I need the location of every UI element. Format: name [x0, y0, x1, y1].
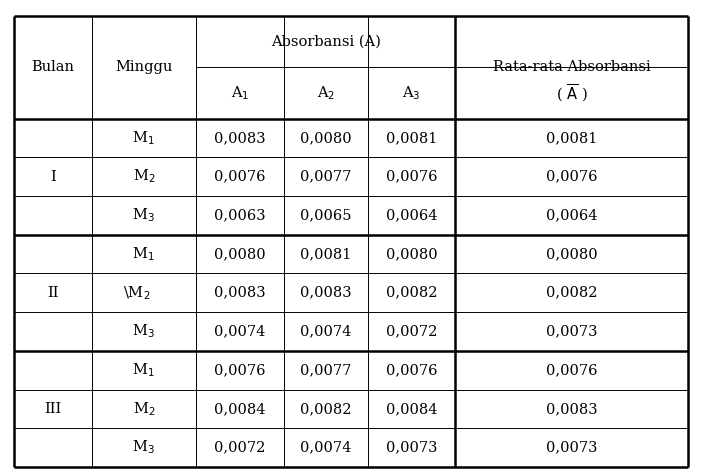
Text: 0,0083: 0,0083	[546, 402, 597, 416]
Text: M$_{1}$: M$_{1}$	[133, 129, 155, 147]
Text: 0,0081: 0,0081	[300, 247, 352, 261]
Text: I: I	[50, 170, 55, 183]
Text: M$_{1}$: M$_{1}$	[133, 361, 155, 379]
Text: 0,0074: 0,0074	[300, 324, 352, 338]
Text: 0,0064: 0,0064	[386, 208, 437, 222]
Text: 0,0076: 0,0076	[546, 363, 597, 377]
Text: 0,0081: 0,0081	[546, 131, 597, 145]
Text: \M$_2$: \M$_2$	[124, 284, 151, 301]
Text: 0,0082: 0,0082	[300, 402, 352, 416]
Text: 0,0065: 0,0065	[300, 208, 352, 222]
Text: 0,0073: 0,0073	[546, 324, 597, 338]
Text: 0,0080: 0,0080	[300, 131, 352, 145]
Text: 0,0076: 0,0076	[214, 363, 265, 377]
Text: 0,0076: 0,0076	[546, 170, 597, 183]
Text: 0,0073: 0,0073	[546, 440, 597, 455]
Text: 0,0082: 0,0082	[546, 286, 597, 300]
Text: 0,0077: 0,0077	[300, 363, 352, 377]
Text: A$_1$: A$_1$	[231, 84, 249, 102]
Text: 0,0076: 0,0076	[386, 170, 437, 183]
Text: Absorbansi (A): Absorbansi (A)	[271, 35, 380, 49]
Text: M$_{3}$: M$_{3}$	[133, 323, 155, 340]
Text: 0,0063: 0,0063	[214, 208, 265, 222]
Text: M$_{1}$: M$_{1}$	[133, 245, 155, 263]
Text: 0,0083: 0,0083	[300, 286, 352, 300]
Text: III: III	[44, 402, 61, 416]
Text: A$_2$: A$_2$	[317, 84, 335, 102]
Text: 0,0074: 0,0074	[300, 440, 352, 455]
Text: 0,0076: 0,0076	[386, 363, 437, 377]
Text: Minggu: Minggu	[115, 61, 173, 74]
Text: Bulan: Bulan	[32, 61, 74, 74]
Text: 0,0076: 0,0076	[214, 170, 265, 183]
Text: 0,0084: 0,0084	[214, 402, 265, 416]
Text: 0,0083: 0,0083	[214, 131, 265, 145]
Text: A$_3$: A$_3$	[402, 84, 421, 102]
Text: 0,0084: 0,0084	[386, 402, 437, 416]
Text: M$_{3}$: M$_{3}$	[133, 439, 155, 456]
Text: 0,0083: 0,0083	[214, 286, 265, 300]
Text: M$_{2}$: M$_{2}$	[133, 168, 155, 185]
Text: 0,0064: 0,0064	[546, 208, 597, 222]
Text: 0,0073: 0,0073	[386, 440, 437, 455]
Text: Rata-rata Absorbansi: Rata-rata Absorbansi	[493, 61, 651, 74]
Text: 0,0081: 0,0081	[386, 131, 437, 145]
Text: 0,0082: 0,0082	[386, 286, 437, 300]
Text: 0,0080: 0,0080	[386, 247, 437, 261]
Text: 0,0080: 0,0080	[546, 247, 597, 261]
Text: 0,0080: 0,0080	[214, 247, 265, 261]
Text: 0,0072: 0,0072	[386, 324, 437, 338]
Text: M$_{3}$: M$_{3}$	[133, 207, 155, 224]
Text: M$_{2}$: M$_{2}$	[133, 400, 155, 418]
Text: II: II	[47, 286, 58, 300]
Text: ( $\overline{\rm A}$ ): ( $\overline{\rm A}$ )	[556, 82, 588, 104]
Text: 0,0072: 0,0072	[214, 440, 265, 455]
Text: 0,0077: 0,0077	[300, 170, 352, 183]
Text: 0,0074: 0,0074	[214, 324, 265, 338]
